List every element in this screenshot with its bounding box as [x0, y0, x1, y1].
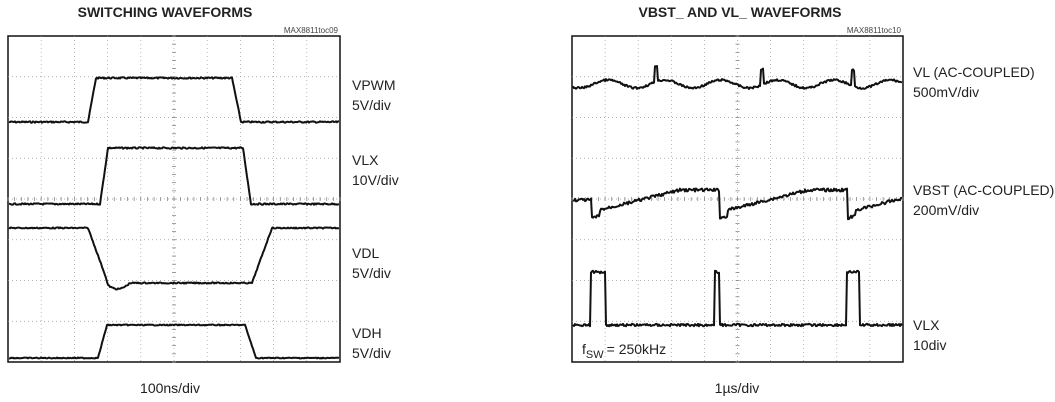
annotation-symbol: f [582, 341, 586, 357]
waveform [572, 269, 903, 328]
trace-name: VLX [352, 152, 379, 168]
figure-code: MAX8811toc10 [847, 26, 902, 35]
figure-code: MAX8811toc09 [284, 26, 339, 35]
trace-scale: 5V/div [352, 265, 391, 281]
trace-scale: 500mV/div [913, 84, 979, 100]
trace-scale: 200mV/div [913, 202, 979, 218]
trace-scale: 5V/div [352, 345, 391, 361]
waveform [572, 187, 903, 221]
trace-scale: 5V/div [352, 97, 391, 113]
trace-name: VBST (AC-COUPLED) [913, 182, 1054, 198]
trace-name: VPWM [352, 77, 396, 93]
time-scale: 1µs/div [715, 380, 760, 396]
annotation-subscript: SW [586, 349, 604, 361]
waveform [572, 65, 903, 90]
waveform [8, 323, 340, 360]
annotation-text: = 250kHz [607, 341, 667, 357]
waveform [8, 146, 340, 206]
waveform [8, 226, 340, 291]
panel-title: VBST_ AND VL_ WAVEFORMS [638, 4, 841, 20]
panel-title: SWITCHING WAVEFORMS [78, 4, 253, 20]
trace-name: VLX [913, 317, 940, 333]
trace-name: VDL [352, 245, 379, 261]
trace-name: VDH [352, 325, 382, 341]
trace-scale: 10div [913, 337, 946, 353]
waveform [8, 76, 339, 124]
trace-name: VL (AC-COUPLED) [913, 64, 1035, 80]
time-scale: 100ns/div [140, 380, 200, 396]
annotation: fSW = 250kHz [582, 341, 666, 361]
trace-scale: 10V/div [352, 172, 399, 188]
